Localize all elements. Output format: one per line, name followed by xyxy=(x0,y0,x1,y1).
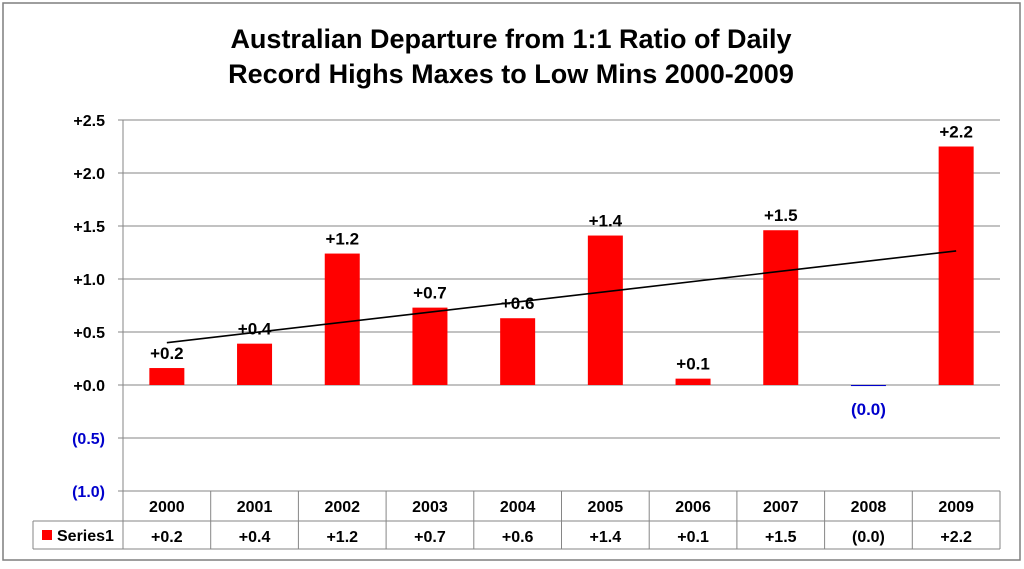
y-tick-label: (0.5) xyxy=(72,431,105,448)
x-category-label: 2000 xyxy=(149,499,185,516)
x-category-label: 2009 xyxy=(938,499,974,516)
data-label-2009: +2.2 xyxy=(939,123,973,142)
y-tick-label: +2.5 xyxy=(73,113,105,130)
data-label-2002: +1.2 xyxy=(325,230,359,249)
y-tick-label: (1.0) xyxy=(72,484,105,501)
x-category-label: 2001 xyxy=(237,499,273,516)
bar-2009 xyxy=(938,146,974,385)
bar-2000 xyxy=(149,368,185,385)
data-label-2007: +1.5 xyxy=(764,206,798,225)
bar-2008 xyxy=(850,385,886,387)
bar-2007 xyxy=(763,230,799,385)
table-value-cell: (0.0) xyxy=(852,529,885,546)
x-category-label: 2006 xyxy=(675,499,711,516)
y-tick-label: +0.5 xyxy=(73,325,105,342)
table-value-cell: +2.2 xyxy=(940,529,972,546)
trendline xyxy=(166,250,957,344)
y-tick-label: +1.0 xyxy=(73,272,105,289)
table-value-cell: +0.2 xyxy=(151,529,183,546)
legend-series-label: Series1 xyxy=(57,528,114,545)
x-category-label: 2002 xyxy=(324,499,360,516)
chart-title-line-1: Australian Departure from 1:1 Ratio of D… xyxy=(230,24,791,54)
chart-border xyxy=(2,2,1021,561)
y-tick-label: +0.0 xyxy=(73,378,105,395)
bar-2003 xyxy=(412,307,448,385)
bar-2004 xyxy=(500,318,536,385)
table-value-cell: +1.5 xyxy=(765,529,797,546)
data-label-2004: +0.6 xyxy=(501,294,535,313)
x-category-label: 2004 xyxy=(500,499,536,516)
data-table: 2000 +0.2 2001 +0.4 2002 +1.2 2003 +0.7 2004 +0.6… xyxy=(32,490,1001,550)
data-label-2001: +0.4 xyxy=(238,320,272,339)
bar-2002 xyxy=(324,253,360,385)
y-tick-label: +2.0 xyxy=(73,166,105,183)
chart-title-line-2: Record Highs Maxes to Low Mins 2000-2009 xyxy=(228,59,794,89)
bars xyxy=(149,146,974,387)
data-label-2006: +0.1 xyxy=(676,355,710,374)
x-category-label: 2005 xyxy=(588,499,624,516)
data-label-2000: +0.2 xyxy=(150,344,184,363)
table-value-cell: +1.4 xyxy=(590,529,622,546)
table-value-cell: +0.1 xyxy=(677,529,709,546)
legend-swatch xyxy=(42,530,52,540)
data-labels: +0.2 +0.4 +1.2 +0.7 +0.6 +1.4 +0.1 +1.5 (0.0) +2.… xyxy=(150,123,973,420)
bar-2005 xyxy=(587,235,623,385)
data-label-2008: (0.0) xyxy=(851,400,886,419)
bar-2001 xyxy=(237,343,273,385)
y-axis: +2.5 +2.0 +1.5 +1.0 +0.5 +0.0 (0.5) (1.0) xyxy=(72,113,124,549)
table-value-cell: +0.7 xyxy=(414,529,446,546)
table-value-cell: +1.2 xyxy=(326,529,358,546)
data-label-2005: +1.4 xyxy=(589,212,623,231)
table-value-cell: +0.6 xyxy=(502,529,534,546)
x-category-label: 2007 xyxy=(763,499,799,516)
x-category-label: 2008 xyxy=(851,499,887,516)
trendline-group xyxy=(166,250,957,344)
x-category-label: 2003 xyxy=(412,499,448,516)
bar-2006 xyxy=(675,378,711,385)
table-value-cell: +0.4 xyxy=(239,529,271,546)
data-label-2003: +0.7 xyxy=(413,284,447,303)
y-tick-label: +1.5 xyxy=(73,219,105,236)
